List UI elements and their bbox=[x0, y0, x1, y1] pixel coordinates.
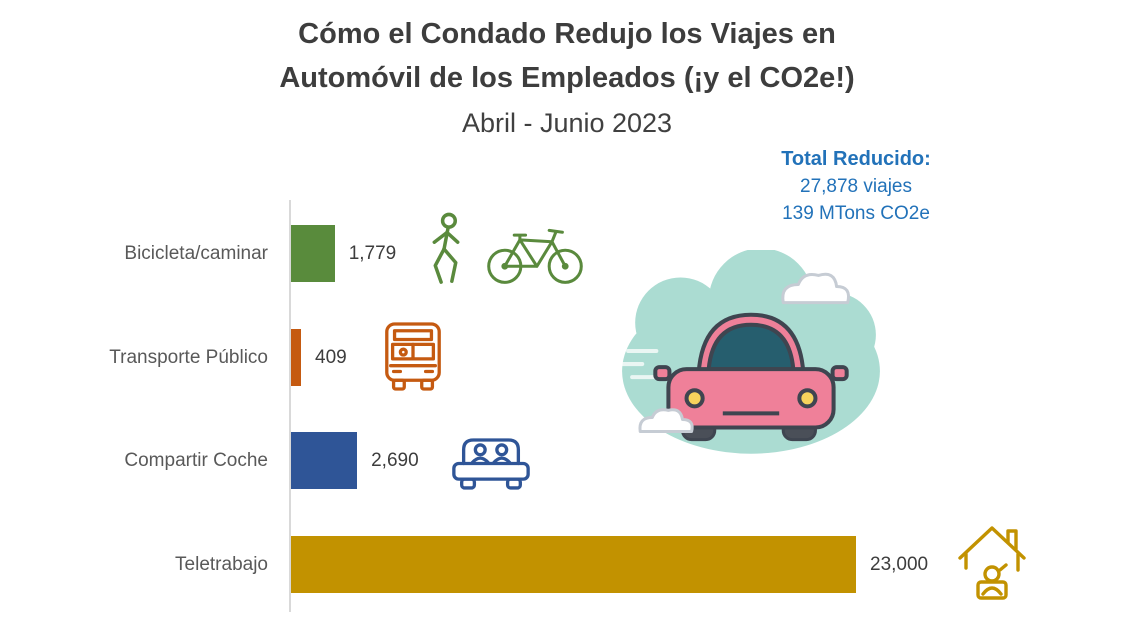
chart-row-transporte: Transporte Público 409 bbox=[0, 329, 1134, 386]
category-label-teletrabajo: Teletrabajo bbox=[175, 553, 268, 575]
total-reduced-co2e: 139 MTons CO2e bbox=[782, 203, 930, 224]
total-reduced-heading: Total Reducido: bbox=[781, 148, 931, 170]
bicycle-icon bbox=[484, 222, 586, 286]
total-reduced-block: Total Reducido: 27,878 viajes 139 MTons … bbox=[728, 146, 984, 227]
page-subtitle: Abril - Junio 2023 bbox=[461, 108, 673, 138]
page-title-line2: Automóvil de los Empleados (¡y el CO2e!) bbox=[279, 62, 855, 94]
carpool-car-icon bbox=[448, 432, 534, 493]
header: Cómo el Condado Redujo los Viajes en Aut… bbox=[0, 12, 1134, 146]
total-reduced-trips: 27,878 viajes bbox=[800, 176, 912, 197]
value-label-teletrabajo: 23,000 bbox=[870, 553, 929, 575]
bus-icon bbox=[380, 320, 446, 392]
y-axis-line bbox=[289, 200, 291, 612]
telework-house-icon bbox=[952, 518, 1032, 602]
value-label-bicicleta: 1,779 bbox=[348, 242, 397, 264]
category-label-compartir: Compartir Coche bbox=[124, 449, 268, 471]
pedestrian-icon bbox=[420, 212, 472, 288]
bar-teletrabajo bbox=[291, 536, 856, 593]
value-label-compartir: 2,690 bbox=[371, 449, 419, 471]
car-in-cloud-illustration bbox=[610, 250, 892, 462]
chart-row-bicicleta: Bicicleta/caminar 1,779 bbox=[0, 225, 1134, 282]
chart-row-teletrabajo: Teletrabajo 23,000 bbox=[0, 536, 1134, 593]
bar-transporte bbox=[291, 329, 301, 386]
category-label-bicicleta: Bicicleta/caminar bbox=[124, 242, 268, 264]
value-label-transporte: 409 bbox=[315, 346, 347, 368]
bar-bicicleta bbox=[291, 225, 335, 282]
category-label-transporte: Transporte Público bbox=[109, 346, 268, 368]
chart-row-compartir: Compartir Coche 2,690 bbox=[0, 432, 1134, 489]
page-title-line1: Cómo el Condado Redujo los Viajes en bbox=[298, 18, 836, 50]
bar-compartir bbox=[291, 432, 358, 489]
